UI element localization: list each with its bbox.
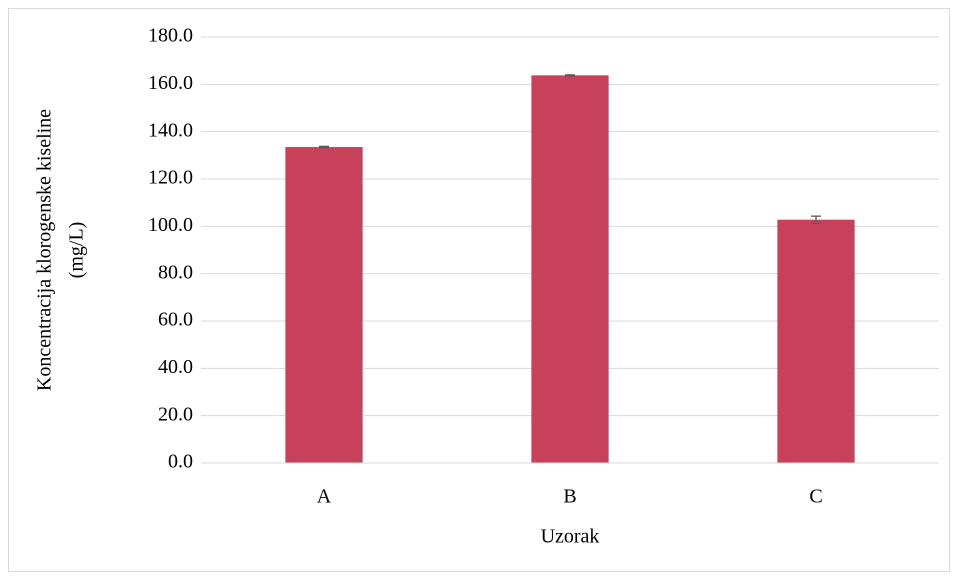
error-bar xyxy=(811,215,821,224)
y-tick-label: 40.0 xyxy=(158,356,193,378)
y-tick-label: 0.0 xyxy=(168,451,193,473)
y-tick-label: 120.0 xyxy=(148,167,193,189)
y-axis-label: Koncentracija klorogenske kiseline xyxy=(34,109,56,391)
y-tick-label: 160.0 xyxy=(148,72,193,94)
bar xyxy=(531,75,609,463)
x-tick-label: A xyxy=(317,486,332,508)
y-tick-label: 80.0 xyxy=(158,261,193,283)
y-tick-label: 20.0 xyxy=(158,403,193,425)
y-axis-label: (mg/L) xyxy=(66,222,88,279)
y-tick-label: 180.0 xyxy=(148,25,193,47)
y-tick-label: 100.0 xyxy=(148,214,193,236)
x-axis-label: Uzorak xyxy=(541,526,600,548)
error-bar xyxy=(319,145,329,149)
y-tick-label: 140.0 xyxy=(148,119,193,141)
error-bar xyxy=(565,74,575,77)
bar xyxy=(285,147,363,464)
bar xyxy=(777,219,855,463)
y-tick-label: 60.0 xyxy=(158,309,193,331)
x-tick-label: C xyxy=(809,486,822,508)
x-tick-label: B xyxy=(563,486,576,508)
